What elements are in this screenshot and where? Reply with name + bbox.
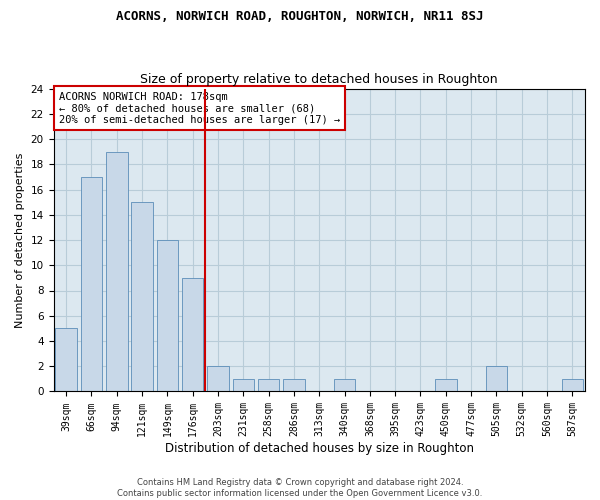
Bar: [334, 379, 355, 392]
Bar: [157, 240, 178, 392]
Text: ACORNS NORWICH ROAD: 178sqm
← 80% of detached houses are smaller (68)
20% of sem: ACORNS NORWICH ROAD: 178sqm ← 80% of det…: [59, 92, 340, 125]
Y-axis label: Number of detached properties: Number of detached properties: [15, 152, 25, 328]
Bar: [283, 379, 305, 392]
Bar: [131, 202, 153, 392]
Bar: [81, 177, 102, 392]
Text: Contains HM Land Registry data © Crown copyright and database right 2024.
Contai: Contains HM Land Registry data © Crown c…: [118, 478, 482, 498]
Text: ACORNS, NORWICH ROAD, ROUGHTON, NORWICH, NR11 8SJ: ACORNS, NORWICH ROAD, ROUGHTON, NORWICH,…: [116, 10, 484, 23]
Bar: [106, 152, 128, 392]
Bar: [258, 379, 280, 392]
Bar: [207, 366, 229, 392]
Bar: [485, 366, 507, 392]
Bar: [55, 328, 77, 392]
Bar: [182, 278, 203, 392]
Title: Size of property relative to detached houses in Roughton: Size of property relative to detached ho…: [140, 73, 498, 86]
Bar: [435, 379, 457, 392]
X-axis label: Distribution of detached houses by size in Roughton: Distribution of detached houses by size …: [165, 442, 474, 455]
Bar: [562, 379, 583, 392]
Bar: [233, 379, 254, 392]
